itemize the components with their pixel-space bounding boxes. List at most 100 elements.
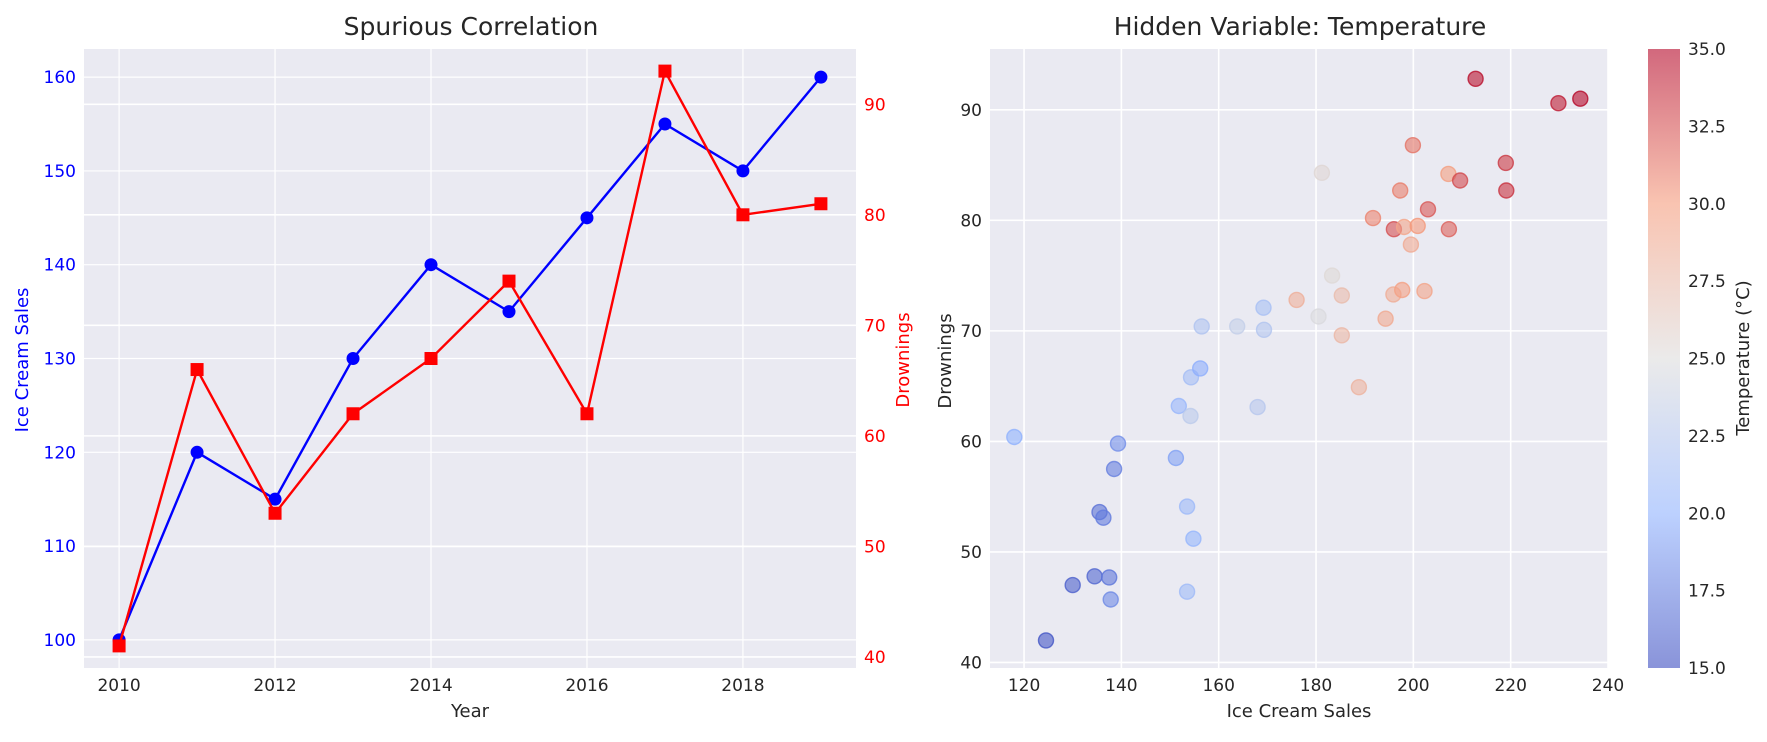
right-y-axis-label: Drownings: [935, 313, 956, 408]
colorbar: [1648, 49, 1680, 668]
ice-cream-sales-point: [502, 305, 516, 319]
left-tick-labels: 2010 2012 2014 2016 2018 100 110 120 130 140 150 16…: [44, 68, 886, 696]
colorbar-tick-label: 15.0: [1688, 659, 1726, 679]
drownings-point: [190, 363, 204, 377]
ice-cream-sales-point: [814, 70, 828, 84]
right-plot-area: [990, 49, 1608, 668]
scatter-point: [1467, 70, 1484, 88]
scatter-point: [1572, 90, 1589, 107]
right-y-tick-label: 80: [960, 211, 982, 231]
scatter-point: [1313, 164, 1331, 182]
right-y-tick-label: 90: [960, 101, 982, 121]
scatter-point: [1409, 217, 1426, 235]
scatter-point: [1182, 407, 1199, 425]
left-x-tick-label: 2010: [97, 676, 140, 696]
right-y-tick-label: 90: [864, 95, 886, 115]
drownings-point: [580, 407, 594, 421]
drownings-point: [814, 197, 828, 211]
right-tick-labels: 120 140 160 180 200 220 240 40 50 60 70 80 90: [960, 101, 1624, 696]
right-y-tick-label: 50: [960, 543, 982, 563]
scatter-point: [1393, 281, 1411, 299]
left-series-layer: [112, 64, 828, 653]
right-y-tick-label: 40: [864, 648, 886, 668]
right-y-tick-label: 50: [864, 537, 886, 557]
colorbar-tick-label: 32.5: [1688, 117, 1726, 137]
left-x-tick-label: 2018: [721, 676, 764, 696]
scatter-point: [1191, 360, 1209, 377]
scatter-point: [1064, 576, 1081, 594]
scatter-point: [1377, 310, 1394, 327]
right-x-tick-label: 120: [1008, 676, 1040, 696]
scatter-point: [1178, 583, 1196, 600]
right-chart-title: Hidden Variable: Temperature: [1114, 12, 1487, 41]
scatter-point: [1006, 428, 1023, 446]
scatter-point: [1364, 209, 1382, 227]
ice-cream-sales-point: [580, 211, 594, 225]
colorbar-tick-label: 20.0: [1688, 504, 1726, 524]
drownings-point: [502, 274, 516, 288]
scatter-point: [1402, 236, 1420, 253]
scatter-point: [1178, 498, 1196, 515]
ice-cream-sales-point: [658, 117, 672, 131]
scatter-point: [1102, 591, 1119, 608]
right-y-axis-label-drownings: Drownings: [893, 312, 914, 407]
left-x-tick-label: 2014: [409, 676, 452, 696]
scatter-point: [1255, 299, 1272, 316]
ice-cream-sales-point: [190, 445, 204, 459]
right-y-tick-label: 80: [864, 206, 886, 226]
left-x-tick-label: 2016: [565, 676, 608, 696]
drownings-point: [268, 506, 282, 520]
scatter-point: [1497, 154, 1515, 172]
left-y-tick-label: 150: [44, 162, 76, 182]
left-gridlines: [84, 49, 856, 668]
drownings-point: [346, 407, 360, 421]
scatter-point: [1105, 460, 1123, 478]
right-x-tick-label: 140: [1105, 676, 1137, 696]
right-y-tick-label: 70: [960, 322, 982, 342]
scatter-point: [1440, 220, 1458, 238]
series-line-drownings: [117, 67, 822, 647]
left-y-tick-label: 140: [44, 256, 76, 276]
scatter-point: [1255, 321, 1273, 338]
scatter-point: [1310, 308, 1327, 325]
drownings-point: [424, 352, 438, 365]
left-y-tick-label: 120: [44, 443, 76, 463]
scatter-point: [1333, 287, 1351, 304]
colorbar-label: Temperature (°C): [1733, 280, 1754, 436]
scatter-point: [1416, 282, 1433, 300]
left-y-tick-label: 160: [44, 68, 76, 88]
drownings-point: [736, 208, 750, 222]
right-gridlines: [990, 49, 1609, 668]
scatter-point: [1288, 291, 1305, 309]
right-y-tick-label: 60: [960, 432, 982, 452]
scatter-point: [1333, 327, 1351, 344]
ice-cream-sales-point: [736, 164, 750, 178]
series-line-ice-cream-sales: [117, 76, 822, 641]
right-y-tick-label: 60: [864, 427, 886, 447]
left-chart-spurious-correlation: 2010 2012 2014 2016 2018 100 110 120 130 140 150 16…: [12, 12, 914, 722]
right-scatter-points: [1006, 70, 1589, 649]
colorbar-tick-label: 17.5: [1688, 582, 1726, 602]
scatter-point: [1193, 318, 1210, 335]
colorbar-tick-label: 35.0: [1688, 40, 1726, 60]
right-x-tick-label: 200: [1397, 676, 1429, 696]
right-y-tick-label: 70: [864, 316, 886, 336]
right-x-tick-label: 180: [1300, 676, 1332, 696]
scatter-point: [1249, 398, 1266, 416]
right-chart-hidden-variable: 120 140 160 180 200 220 240 40 50 60 70 80 90 Hidden…: [935, 12, 1754, 722]
left-y-tick-label: 130: [44, 350, 76, 370]
scatter-point: [1037, 632, 1055, 649]
scatter-point: [1395, 218, 1413, 236]
drownings-point: [658, 64, 672, 78]
scatter-point: [1167, 449, 1185, 467]
left-y-axis-label: Ice Cream Sales: [12, 288, 33, 433]
ice-cream-sales-point: [268, 492, 282, 506]
scatter-point: [1498, 182, 1515, 199]
drownings-point: [112, 639, 126, 653]
scatter-point: [1391, 182, 1409, 199]
scatter-point: [1170, 397, 1188, 415]
left-x-axis-label: Year: [450, 701, 490, 722]
right-x-tick-label: 160: [1202, 676, 1234, 696]
left-y-tick-label: 110: [44, 537, 76, 557]
